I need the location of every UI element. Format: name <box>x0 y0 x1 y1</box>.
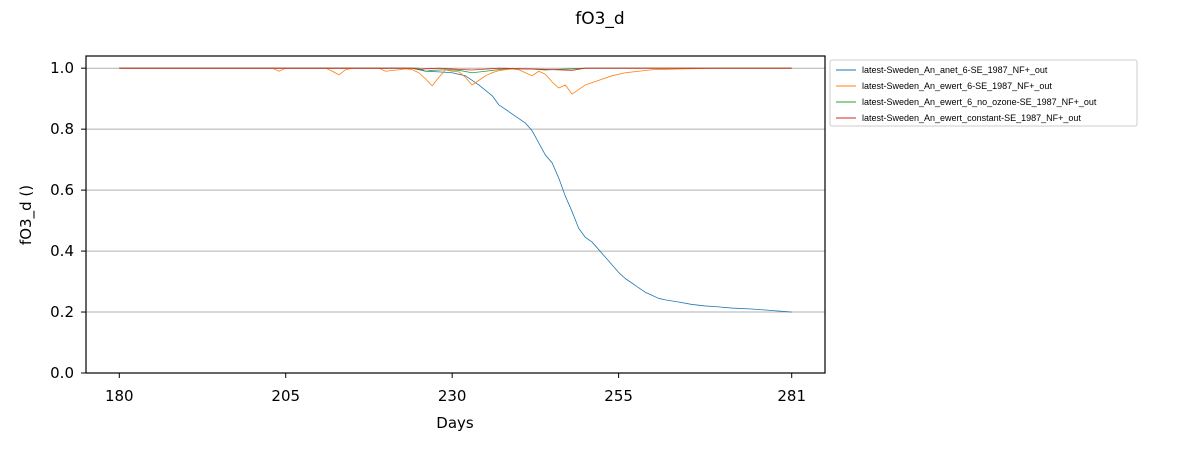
plot-frame <box>85 55 826 374</box>
x-tick-label: 180 <box>105 387 134 405</box>
legend: latest-Sweden_An_anet_6-SE_1987_NF+_outl… <box>829 59 1138 127</box>
series-line-1 <box>119 67 792 313</box>
x-tick-label: 205 <box>271 387 300 405</box>
legend-label-3: latest-Sweden_An_ewert_6_no_ozone-SE_198… <box>862 97 1097 107</box>
y-tick-label: 1.0 <box>50 59 74 77</box>
legend-label-2: latest-Sweden_An_ewert_6-SE_1987_NF+_out <box>862 81 1052 91</box>
x-tick-label: 281 <box>777 387 806 405</box>
series-line-4 <box>119 67 792 71</box>
chart-title: fO3_d <box>575 9 624 29</box>
series-line-3 <box>119 67 792 74</box>
series-line-2 <box>119 67 792 95</box>
y-tick-label: 0.2 <box>50 303 74 321</box>
x-axis: 180 205 230 255 281 <box>105 373 806 405</box>
x-tick-label: 255 <box>604 387 633 405</box>
y-tick-label: 0.8 <box>50 120 74 138</box>
gridlines <box>86 67 825 313</box>
x-tick-label: 230 <box>438 387 467 405</box>
plot-series <box>119 67 792 313</box>
y-tick-label: 0.0 <box>50 364 74 382</box>
y-tick-label: 0.4 <box>50 242 74 260</box>
legend-label-1: latest-Sweden_An_anet_6-SE_1987_NF+_out <box>862 65 1048 75</box>
legend-box <box>829 59 1138 127</box>
x-axis-label: Days <box>436 414 474 432</box>
y-axis-label: fO3_d () <box>17 185 36 245</box>
legend-label-4: latest-Sweden_An_ewert_constant-SE_1987_… <box>862 113 1081 123</box>
y-axis: 0.0 0.2 0.4 0.6 0.8 1.0 <box>50 59 86 382</box>
y-tick-label: 0.6 <box>50 181 74 199</box>
